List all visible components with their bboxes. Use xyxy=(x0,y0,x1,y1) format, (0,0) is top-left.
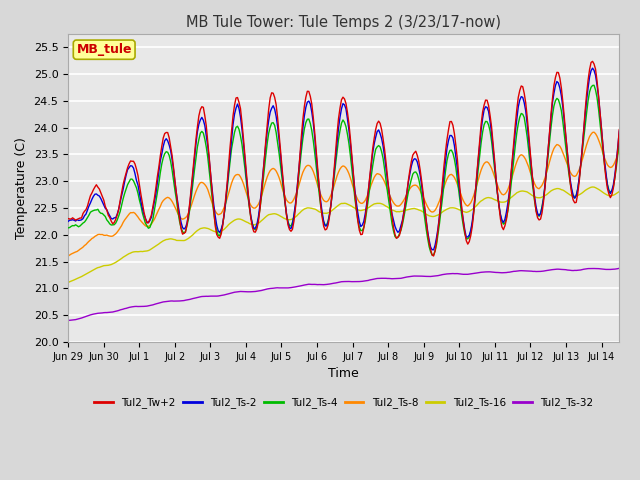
Title: MB Tule Tower: Tule Temps 2 (3/23/17-now): MB Tule Tower: Tule Temps 2 (3/23/17-now… xyxy=(186,15,501,30)
Text: MB_tule: MB_tule xyxy=(76,43,132,56)
Y-axis label: Temperature (C): Temperature (C) xyxy=(15,137,28,239)
X-axis label: Time: Time xyxy=(328,367,359,380)
Legend: Tul2_Tw+2, Tul2_Ts-2, Tul2_Ts-4, Tul2_Ts-8, Tul2_Ts-16, Tul2_Ts-32: Tul2_Tw+2, Tul2_Ts-2, Tul2_Ts-4, Tul2_Ts… xyxy=(90,393,597,412)
